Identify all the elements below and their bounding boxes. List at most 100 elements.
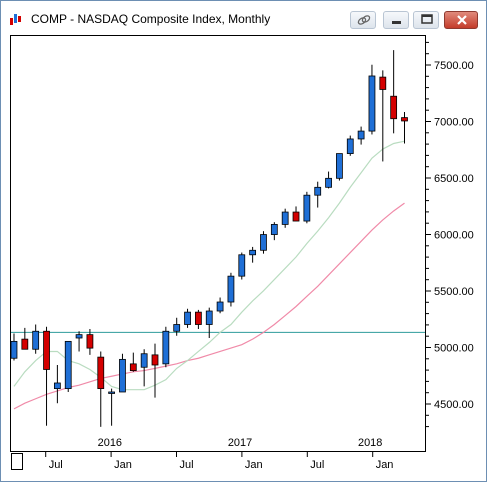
year-label: 2016 — [98, 437, 122, 449]
candle-body — [108, 391, 115, 394]
candle-body — [390, 95, 398, 120]
candle-body — [43, 330, 50, 370]
link-button[interactable] — [350, 11, 376, 29]
moving-average-long-line — [13, 202, 405, 410]
price-tick-label: 4500.00 — [434, 399, 474, 411]
month-tick-label: Jul — [310, 459, 324, 471]
candle-body — [151, 354, 159, 366]
price-tick-label: 6000.00 — [434, 230, 474, 242]
candle — [281, 208, 289, 228]
candle-body — [195, 311, 202, 325]
candle-body — [216, 301, 224, 312]
candle — [97, 351, 105, 427]
candle — [216, 297, 224, 314]
candle — [53, 364, 61, 404]
candle — [75, 331, 83, 352]
app-icon — [10, 14, 21, 25]
maximize-button[interactable] — [413, 11, 439, 29]
close-icon — [457, 15, 467, 25]
window-title: COMP - NASDAQ Composite Index, Monthly — [31, 12, 271, 26]
candle — [11, 333, 18, 361]
candle — [390, 50, 398, 134]
candle-body — [260, 234, 267, 251]
candle-body — [184, 311, 191, 325]
candle-body — [162, 330, 170, 365]
candle — [184, 308, 191, 328]
candle — [336, 153, 343, 181]
candle — [108, 388, 115, 426]
candle-body — [270, 224, 278, 235]
candle — [314, 181, 322, 208]
month-tick-label: Jan — [376, 459, 394, 471]
candle — [205, 307, 213, 339]
minimize-icon — [392, 21, 401, 24]
minimize-button[interactable] — [383, 11, 409, 29]
candle-body — [64, 340, 72, 390]
candle-body — [32, 330, 40, 350]
price-tick-label: 6500.00 — [434, 173, 474, 185]
year-label: 2018 — [358, 437, 382, 449]
candle-body — [292, 211, 300, 222]
candle — [325, 171, 332, 189]
candle-body — [379, 76, 387, 90]
candle-body — [336, 153, 343, 179]
candle — [379, 70, 387, 162]
candle-body — [140, 353, 148, 368]
candle — [129, 352, 137, 372]
month-tick-label: Jul — [180, 459, 194, 471]
candle-body — [21, 338, 29, 350]
moving-average-short-line — [13, 140, 405, 391]
price-tick-label: 7500.00 — [434, 60, 474, 72]
candle — [368, 64, 376, 135]
candle — [173, 317, 181, 336]
candle-body — [75, 334, 83, 339]
candle-body — [53, 382, 61, 390]
candle-body — [303, 194, 311, 222]
candle-body — [325, 177, 332, 188]
month-tick-label: Jul — [49, 459, 63, 471]
candle-body — [227, 275, 235, 303]
candle — [119, 353, 126, 393]
close-button[interactable] — [444, 11, 478, 29]
candle-body — [129, 363, 137, 372]
candle-body — [281, 211, 289, 225]
price-tick-label: 5000.00 — [434, 343, 474, 355]
axis-corner-box[interactable] — [11, 453, 23, 470]
candle — [64, 340, 72, 392]
candle-body — [97, 356, 105, 390]
candle — [357, 126, 365, 145]
candle — [249, 246, 257, 263]
candle-body — [401, 117, 408, 122]
candle-body — [238, 254, 246, 277]
candle-body — [119, 358, 126, 393]
candle — [227, 272, 235, 307]
candle-body — [346, 138, 354, 154]
candle — [260, 231, 267, 254]
title-bar: COMP - NASDAQ Composite Index, Monthly — [1, 1, 486, 35]
candle — [43, 326, 50, 426]
candle — [32, 324, 40, 354]
month-tick-label: Jan — [114, 459, 132, 471]
candle-body — [368, 75, 376, 132]
candle-body — [11, 340, 18, 359]
candle — [86, 329, 94, 355]
candle — [270, 222, 278, 241]
candle — [303, 191, 311, 224]
date-axis[interactable]: Jul Jan Jul Jan Jul Jan — [10, 452, 426, 472]
candle — [238, 252, 246, 280]
candle — [195, 309, 202, 330]
candle — [346, 135, 354, 156]
candle — [292, 206, 300, 222]
candle — [162, 326, 170, 368]
candle-body — [357, 130, 365, 140]
candle-body — [86, 334, 94, 349]
price-scale[interactable]: 4500.00 5000.00 5500.00 6000.00 6500.00 7000.… — [426, 35, 481, 452]
price-tick-label: 7000.00 — [434, 117, 474, 129]
candle-body — [173, 324, 181, 332]
price-plot-area[interactable]: 2016 2017 2018 — [10, 35, 426, 452]
price-tick-label: 5500.00 — [434, 286, 474, 298]
candle-body — [249, 249, 257, 256]
candle-body — [205, 310, 213, 325]
link-icon — [357, 15, 371, 25]
